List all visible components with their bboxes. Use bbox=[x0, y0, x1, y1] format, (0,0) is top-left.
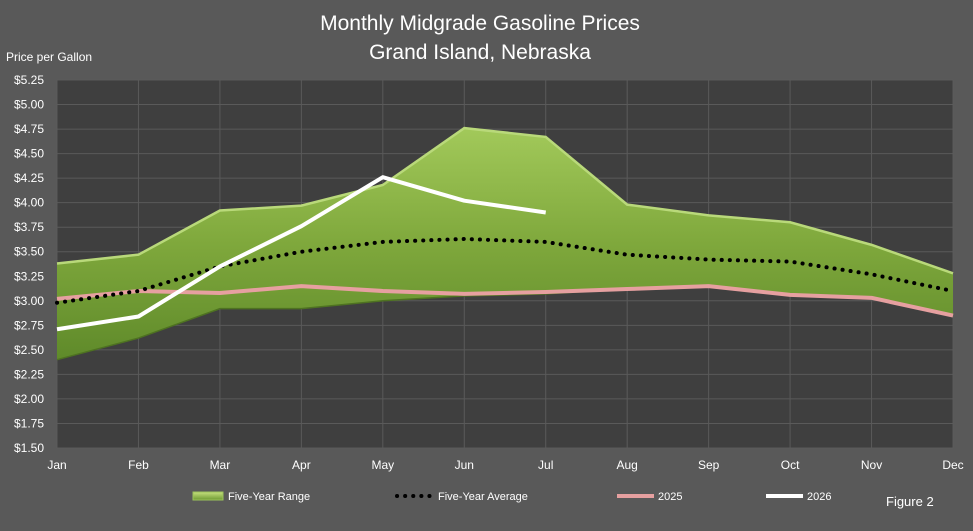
y-axis-label: Price per Gallon bbox=[6, 50, 92, 64]
chart-title: Monthly Midgrade Gasoline Prices bbox=[320, 12, 640, 35]
x-tick-label: Apr bbox=[292, 458, 311, 472]
legend-item: 2025 bbox=[617, 491, 682, 503]
x-tick-label: Jul bbox=[538, 458, 553, 472]
series-line-five-year-average bbox=[55, 236, 955, 305]
y-tick-label: $3.25 bbox=[14, 269, 44, 283]
x-tick-label: Feb bbox=[128, 458, 149, 472]
five-year-range-band bbox=[57, 128, 953, 360]
x-tick-label: Dec bbox=[942, 458, 963, 472]
y-tick-label: $2.50 bbox=[14, 343, 44, 357]
y-tick-label: $3.00 bbox=[14, 294, 44, 308]
figure-label: Figure 2 bbox=[886, 494, 934, 509]
x-tick-label: Mar bbox=[210, 458, 231, 472]
y-tick-label: $4.00 bbox=[14, 196, 44, 210]
x-tick-label: Jun bbox=[455, 458, 474, 472]
y-tick-label: $1.75 bbox=[14, 416, 44, 430]
x-tick-label: Nov bbox=[861, 458, 882, 472]
x-tick-label: Sep bbox=[698, 458, 720, 472]
legend-item: Five-Year Range bbox=[192, 491, 310, 503]
five-year-range-high-edge bbox=[56, 126, 954, 275]
series-lines bbox=[55, 175, 955, 332]
legend-label: 2025 bbox=[658, 491, 682, 503]
y-tick-label: $5.00 bbox=[14, 98, 44, 112]
legend-label: Five-Year Average bbox=[438, 491, 528, 503]
y-tick-label: $2.25 bbox=[14, 367, 44, 381]
x-tick-label: Aug bbox=[617, 458, 638, 472]
legend-item: Five-Year Average bbox=[395, 491, 528, 503]
y-tick-label: $1.50 bbox=[14, 441, 44, 455]
legend: Five-Year Range Five-Year Average 2025 2026 bbox=[192, 491, 831, 503]
y-tick-label: $4.50 bbox=[14, 147, 44, 161]
legend-label: 2026 bbox=[807, 491, 831, 503]
x-tick-label: Jan bbox=[47, 458, 66, 472]
chart-subtitle: Grand Island, Nebraska bbox=[369, 41, 591, 64]
series-line-2026 bbox=[56, 175, 547, 332]
x-axis-ticks: Jan Feb Mar Apr May Jun Jul Aug Sep Oct Nov Dec bbox=[47, 458, 963, 472]
x-tick-label: May bbox=[371, 458, 394, 472]
y-axis-ticks: $1.50 $1.75 $2.00 $2.25 $2.50 $2.75 $3.00 $3.25… bbox=[14, 73, 44, 455]
series-line-2025 bbox=[56, 284, 954, 318]
y-tick-label: $3.50 bbox=[14, 245, 44, 259]
y-tick-label: $2.00 bbox=[14, 392, 44, 406]
y-tick-label: $4.75 bbox=[14, 122, 44, 136]
x-tick-label: Oct bbox=[781, 458, 800, 472]
legend-label: Five-Year Range bbox=[228, 491, 310, 503]
y-tick-label: $3.75 bbox=[14, 220, 44, 234]
y-tick-label: $4.25 bbox=[14, 171, 44, 185]
y-tick-label: $5.25 bbox=[14, 73, 44, 87]
y-tick-label: $2.75 bbox=[14, 318, 44, 332]
legend-swatch-range bbox=[192, 491, 224, 501]
legend-item: 2026 bbox=[766, 491, 831, 503]
